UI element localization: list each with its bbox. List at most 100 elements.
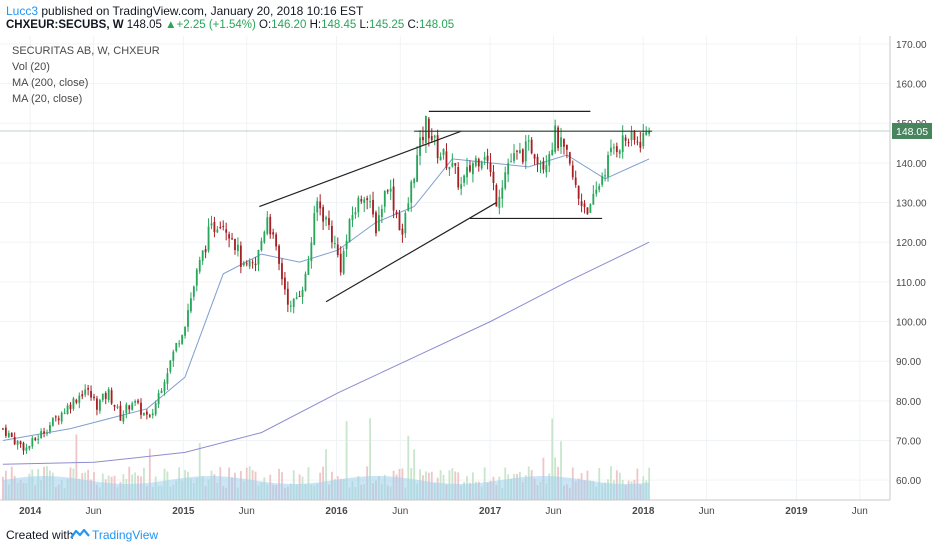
candle-body xyxy=(207,226,210,251)
candle-body xyxy=(354,212,357,215)
change-value: +2.25 (+1.54%) xyxy=(176,19,256,31)
last-price: 148.05 xyxy=(126,19,162,31)
y-tick-label: 170.00 xyxy=(896,40,927,51)
candle-body xyxy=(228,234,231,239)
candle-body xyxy=(216,229,219,233)
candle-body xyxy=(580,201,583,206)
candle-body xyxy=(463,175,466,183)
candle-body xyxy=(145,411,148,415)
candle-body xyxy=(474,158,477,166)
candle-body xyxy=(372,199,374,215)
candle-body xyxy=(151,413,154,416)
candle-body xyxy=(298,296,301,298)
legend-vol: Vol (20) xyxy=(12,61,50,73)
trendlines[interactable] xyxy=(259,110,653,303)
candle-body xyxy=(389,188,392,192)
time-axis[interactable]: 2014 Jun 2015 Jun 2016 Jun 2017 Jun 2018 Jun 2019 J… xyxy=(19,506,868,517)
created-with-text: Created with xyxy=(6,528,74,542)
close-label: C: xyxy=(407,19,419,31)
price-chart[interactable]: 170.00160.00150.00140.00130.00120.00110.… xyxy=(0,36,932,519)
candle-body xyxy=(571,165,574,178)
candle-body xyxy=(574,177,577,185)
candle-body xyxy=(607,154,609,178)
trendline xyxy=(325,202,497,303)
candle-body xyxy=(140,402,142,415)
candle-body xyxy=(272,232,275,235)
legend: SECURITAS AB, W, CHXEUR Vol (20) MA (200… xyxy=(12,45,160,105)
candle-body xyxy=(501,187,504,199)
y-tick-label: 100.00 xyxy=(896,318,927,329)
candle-body xyxy=(319,201,322,209)
candle-body xyxy=(93,396,95,399)
candle-body xyxy=(630,131,633,141)
candle-body xyxy=(483,157,486,160)
candle-body xyxy=(219,227,222,229)
candle-body xyxy=(181,335,184,344)
candle-body xyxy=(234,238,236,250)
y-tick-label: 140.00 xyxy=(896,159,927,170)
candle-body xyxy=(507,163,510,175)
trendline xyxy=(259,130,462,208)
candle-body xyxy=(357,197,360,213)
candle-body xyxy=(524,141,527,162)
candle-body xyxy=(589,204,592,213)
candle-body xyxy=(10,433,13,437)
candle-body xyxy=(2,428,4,430)
candle-body xyxy=(4,427,7,436)
candle-body xyxy=(392,186,395,211)
candle-body xyxy=(75,399,78,403)
candle-body xyxy=(66,405,69,414)
candle-body xyxy=(542,161,545,170)
price-axis[interactable]: 170.00160.00150.00140.00130.00120.00110.… xyxy=(896,40,927,487)
y-tick-label: 130.00 xyxy=(896,199,927,210)
candle-body xyxy=(521,149,524,163)
candle-body xyxy=(275,234,278,247)
candle-body xyxy=(245,263,248,265)
open-label: O: xyxy=(259,19,272,31)
candle-body xyxy=(398,213,401,231)
candle-body xyxy=(192,286,195,297)
low-label: L: xyxy=(359,19,370,31)
candle-body xyxy=(624,137,627,141)
candle-body xyxy=(172,351,175,361)
candle-body xyxy=(163,381,166,392)
candle-body xyxy=(301,290,304,297)
author-link[interactable]: Lucc3 xyxy=(6,4,39,18)
candle-body xyxy=(466,167,468,178)
candle-body xyxy=(263,231,266,243)
candle-body xyxy=(178,343,181,345)
candle-body xyxy=(598,186,601,190)
candle-body xyxy=(60,412,63,422)
candle-body xyxy=(548,154,551,166)
candle-body xyxy=(169,360,172,372)
candle-body xyxy=(31,438,34,447)
candle-body xyxy=(43,431,45,434)
candle-body xyxy=(404,213,407,234)
y-tick-label: 60.00 xyxy=(896,476,921,487)
candle-body xyxy=(645,131,648,135)
candle-body xyxy=(148,415,151,417)
footer: Created with TradingView xyxy=(0,519,932,550)
candle-body xyxy=(545,165,548,173)
candle-body xyxy=(416,155,419,182)
candle-body xyxy=(125,404,128,414)
candle-body xyxy=(504,172,507,189)
candle-body xyxy=(254,263,257,266)
candle-body xyxy=(401,228,404,235)
x-tick-label: Jun xyxy=(239,506,255,517)
candle-body xyxy=(445,151,448,168)
tradingview-brand-link[interactable]: TradingView xyxy=(92,528,159,542)
candle-body xyxy=(54,416,57,418)
candle-body xyxy=(436,135,439,159)
candle-body xyxy=(13,437,16,445)
candle-body xyxy=(642,133,645,147)
y-tick-label: 160.00 xyxy=(896,80,927,91)
candle-body xyxy=(310,242,313,262)
candle-body xyxy=(22,442,25,451)
x-tick-label: 2015 xyxy=(172,506,195,517)
candle-body xyxy=(489,162,492,172)
candle-body xyxy=(383,191,386,207)
candle-body xyxy=(96,398,98,410)
candle-body xyxy=(424,115,427,143)
y-tick-label: 120.00 xyxy=(896,238,927,249)
